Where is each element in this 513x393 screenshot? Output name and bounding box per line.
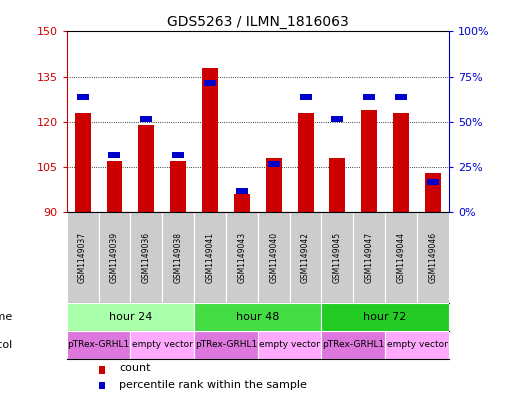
Bar — [385, 331, 449, 359]
Text: pTRex-GRHL1: pTRex-GRHL1 — [67, 340, 130, 349]
Bar — [268, 161, 280, 167]
Bar — [67, 303, 194, 331]
Bar — [162, 212, 194, 303]
Bar — [139, 125, 154, 212]
Bar — [98, 382, 105, 391]
Bar — [363, 94, 375, 100]
Bar — [266, 158, 282, 212]
Text: empty vector: empty vector — [132, 340, 193, 349]
Bar — [75, 113, 91, 212]
Bar — [236, 188, 248, 194]
Bar — [67, 212, 98, 303]
Bar — [108, 152, 121, 158]
Bar — [204, 80, 216, 86]
Bar — [385, 212, 417, 303]
Bar — [300, 94, 311, 100]
Bar — [353, 212, 385, 303]
Text: GSM1149039: GSM1149039 — [110, 232, 119, 283]
Bar — [107, 161, 123, 212]
Bar — [417, 212, 449, 303]
Bar — [98, 365, 105, 374]
Text: GSM1149036: GSM1149036 — [142, 232, 151, 283]
Text: empty vector: empty vector — [387, 340, 447, 349]
Bar — [226, 212, 258, 303]
Bar — [172, 152, 184, 158]
Text: protocol: protocol — [0, 340, 12, 350]
Text: empty vector: empty vector — [259, 340, 320, 349]
Text: time: time — [0, 312, 12, 322]
Bar — [194, 212, 226, 303]
Text: pTRex-GRHL1: pTRex-GRHL1 — [322, 340, 384, 349]
Bar — [67, 331, 130, 359]
Bar — [258, 331, 322, 359]
Text: GSM1149043: GSM1149043 — [238, 232, 246, 283]
Text: pTRex-GRHL1: pTRex-GRHL1 — [195, 340, 257, 349]
Bar — [361, 110, 377, 212]
Bar — [141, 116, 152, 122]
Bar — [98, 212, 130, 303]
Text: GSM1149044: GSM1149044 — [397, 232, 406, 283]
Bar — [194, 331, 258, 359]
Bar — [202, 68, 218, 212]
Text: GSM1149040: GSM1149040 — [269, 232, 278, 283]
Bar — [258, 212, 290, 303]
Bar — [331, 116, 343, 122]
Text: GSM1149038: GSM1149038 — [174, 232, 183, 283]
Bar — [130, 212, 162, 303]
Text: count: count — [119, 363, 151, 373]
Bar — [194, 303, 322, 331]
Text: hour 72: hour 72 — [364, 312, 407, 322]
Bar — [393, 113, 409, 212]
Bar — [76, 94, 89, 100]
Bar — [425, 173, 441, 212]
Text: hour 24: hour 24 — [109, 312, 152, 322]
Text: GSM1149045: GSM1149045 — [333, 232, 342, 283]
Text: hour 48: hour 48 — [236, 312, 280, 322]
Bar — [329, 158, 345, 212]
Text: GSM1149037: GSM1149037 — [78, 232, 87, 283]
Bar — [298, 113, 313, 212]
Bar — [427, 179, 439, 185]
Bar — [234, 194, 250, 212]
Bar — [130, 331, 194, 359]
Text: GSM1149042: GSM1149042 — [301, 232, 310, 283]
Bar — [322, 331, 385, 359]
Bar — [322, 303, 449, 331]
Bar — [322, 212, 353, 303]
Text: GSM1149046: GSM1149046 — [428, 232, 438, 283]
Bar — [290, 212, 322, 303]
Text: GSM1149047: GSM1149047 — [365, 232, 374, 283]
Text: percentile rank within the sample: percentile rank within the sample — [119, 380, 307, 389]
Bar — [395, 94, 407, 100]
Bar — [170, 161, 186, 212]
Text: GSM1149041: GSM1149041 — [206, 232, 214, 283]
Title: GDS5263 / ILMN_1816063: GDS5263 / ILMN_1816063 — [167, 15, 349, 29]
